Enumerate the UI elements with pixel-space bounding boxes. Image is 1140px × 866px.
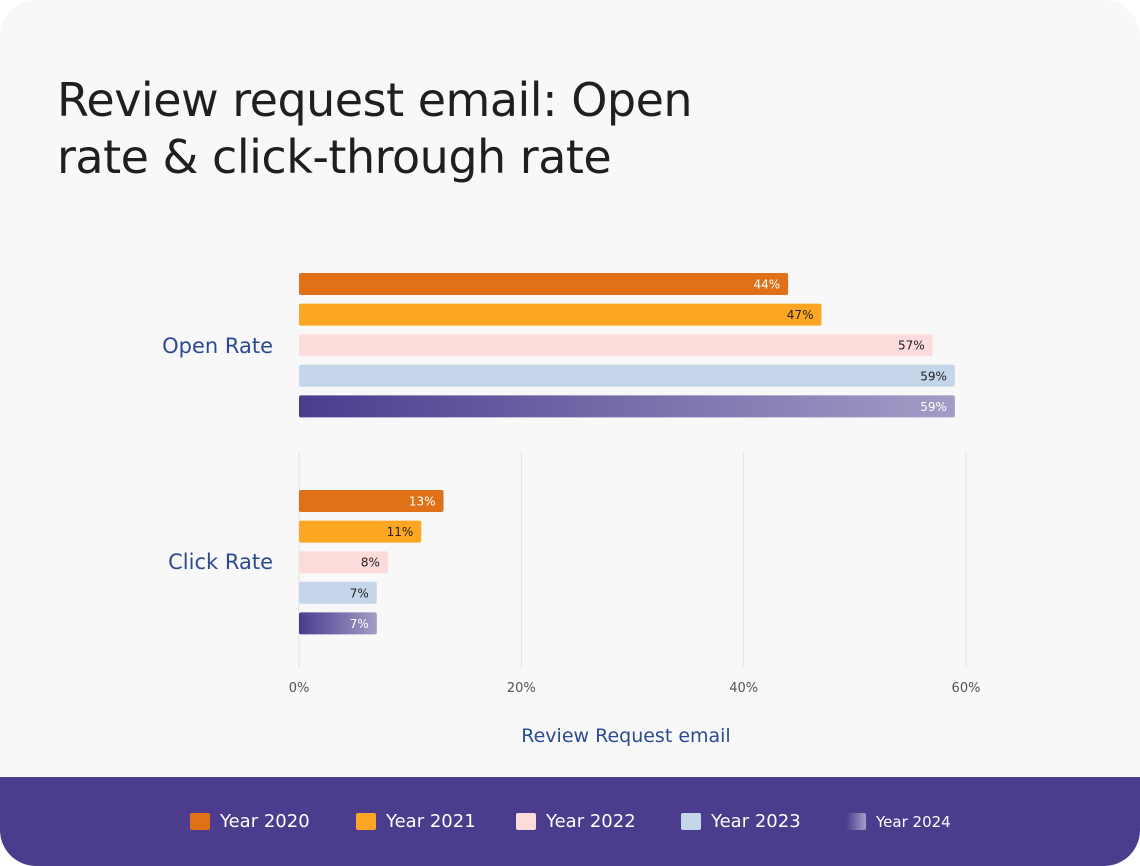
bar: [299, 334, 933, 357]
legend-label: Year 2022: [546, 811, 636, 832]
x-tick-label: 20%: [507, 681, 536, 696]
legend-swatch: [516, 813, 536, 830]
x-tick-label: 60%: [952, 681, 981, 696]
x-tick-label: 0%: [289, 681, 310, 696]
legend-label: Year 2023: [711, 811, 801, 832]
bar-chart: Open Rate 44% 47% 57% 59% 59% Click Rate 13% 11%…: [162, 273, 981, 747]
data-label: 57%: [898, 339, 925, 353]
legend-swatch: [356, 813, 376, 830]
legend: Year 2020 Year 2021 Year 2022 Year 2023 Year…: [0, 777, 1140, 866]
bar: [299, 273, 789, 295]
x-tick-label: 40%: [729, 681, 758, 696]
legend-item: Year 2021: [356, 777, 476, 866]
legend-item: Year 2022: [516, 777, 636, 866]
legend-item: Year 2023: [681, 777, 801, 866]
category-label: Click Rate: [168, 550, 273, 574]
data-label: 7%: [350, 586, 369, 600]
data-label: 13%: [409, 495, 436, 509]
legend-item: Year 2024: [846, 777, 951, 866]
x-axis-label: Review Request email: [521, 725, 730, 747]
bar: [299, 520, 422, 543]
chart-title: Review request email: Open rate & click-…: [57, 73, 693, 184]
data-label: 47%: [787, 308, 814, 322]
data-label: 11%: [387, 525, 414, 539]
legend-swatch: [681, 813, 701, 830]
legend-item: Year 2020: [190, 777, 310, 866]
bar: [299, 490, 444, 512]
legend-label: Year 2021: [386, 811, 476, 832]
category-label: Open Rate: [162, 334, 273, 358]
bar: [299, 303, 822, 326]
bar: [299, 581, 377, 604]
data-label: 44%: [753, 278, 780, 292]
legend-swatch: [846, 813, 866, 830]
data-label: 8%: [361, 556, 380, 570]
data-label: 59%: [920, 369, 947, 383]
bar: [299, 612, 377, 635]
bar: [299, 395, 955, 418]
bar: [299, 551, 388, 574]
bar: [299, 364, 955, 387]
data-label: 7%: [350, 617, 369, 631]
legend-label: Year 2020: [220, 811, 310, 832]
data-label: 59%: [920, 400, 947, 414]
legend-swatch: [190, 813, 210, 830]
legend-label: Year 2024: [876, 812, 951, 831]
